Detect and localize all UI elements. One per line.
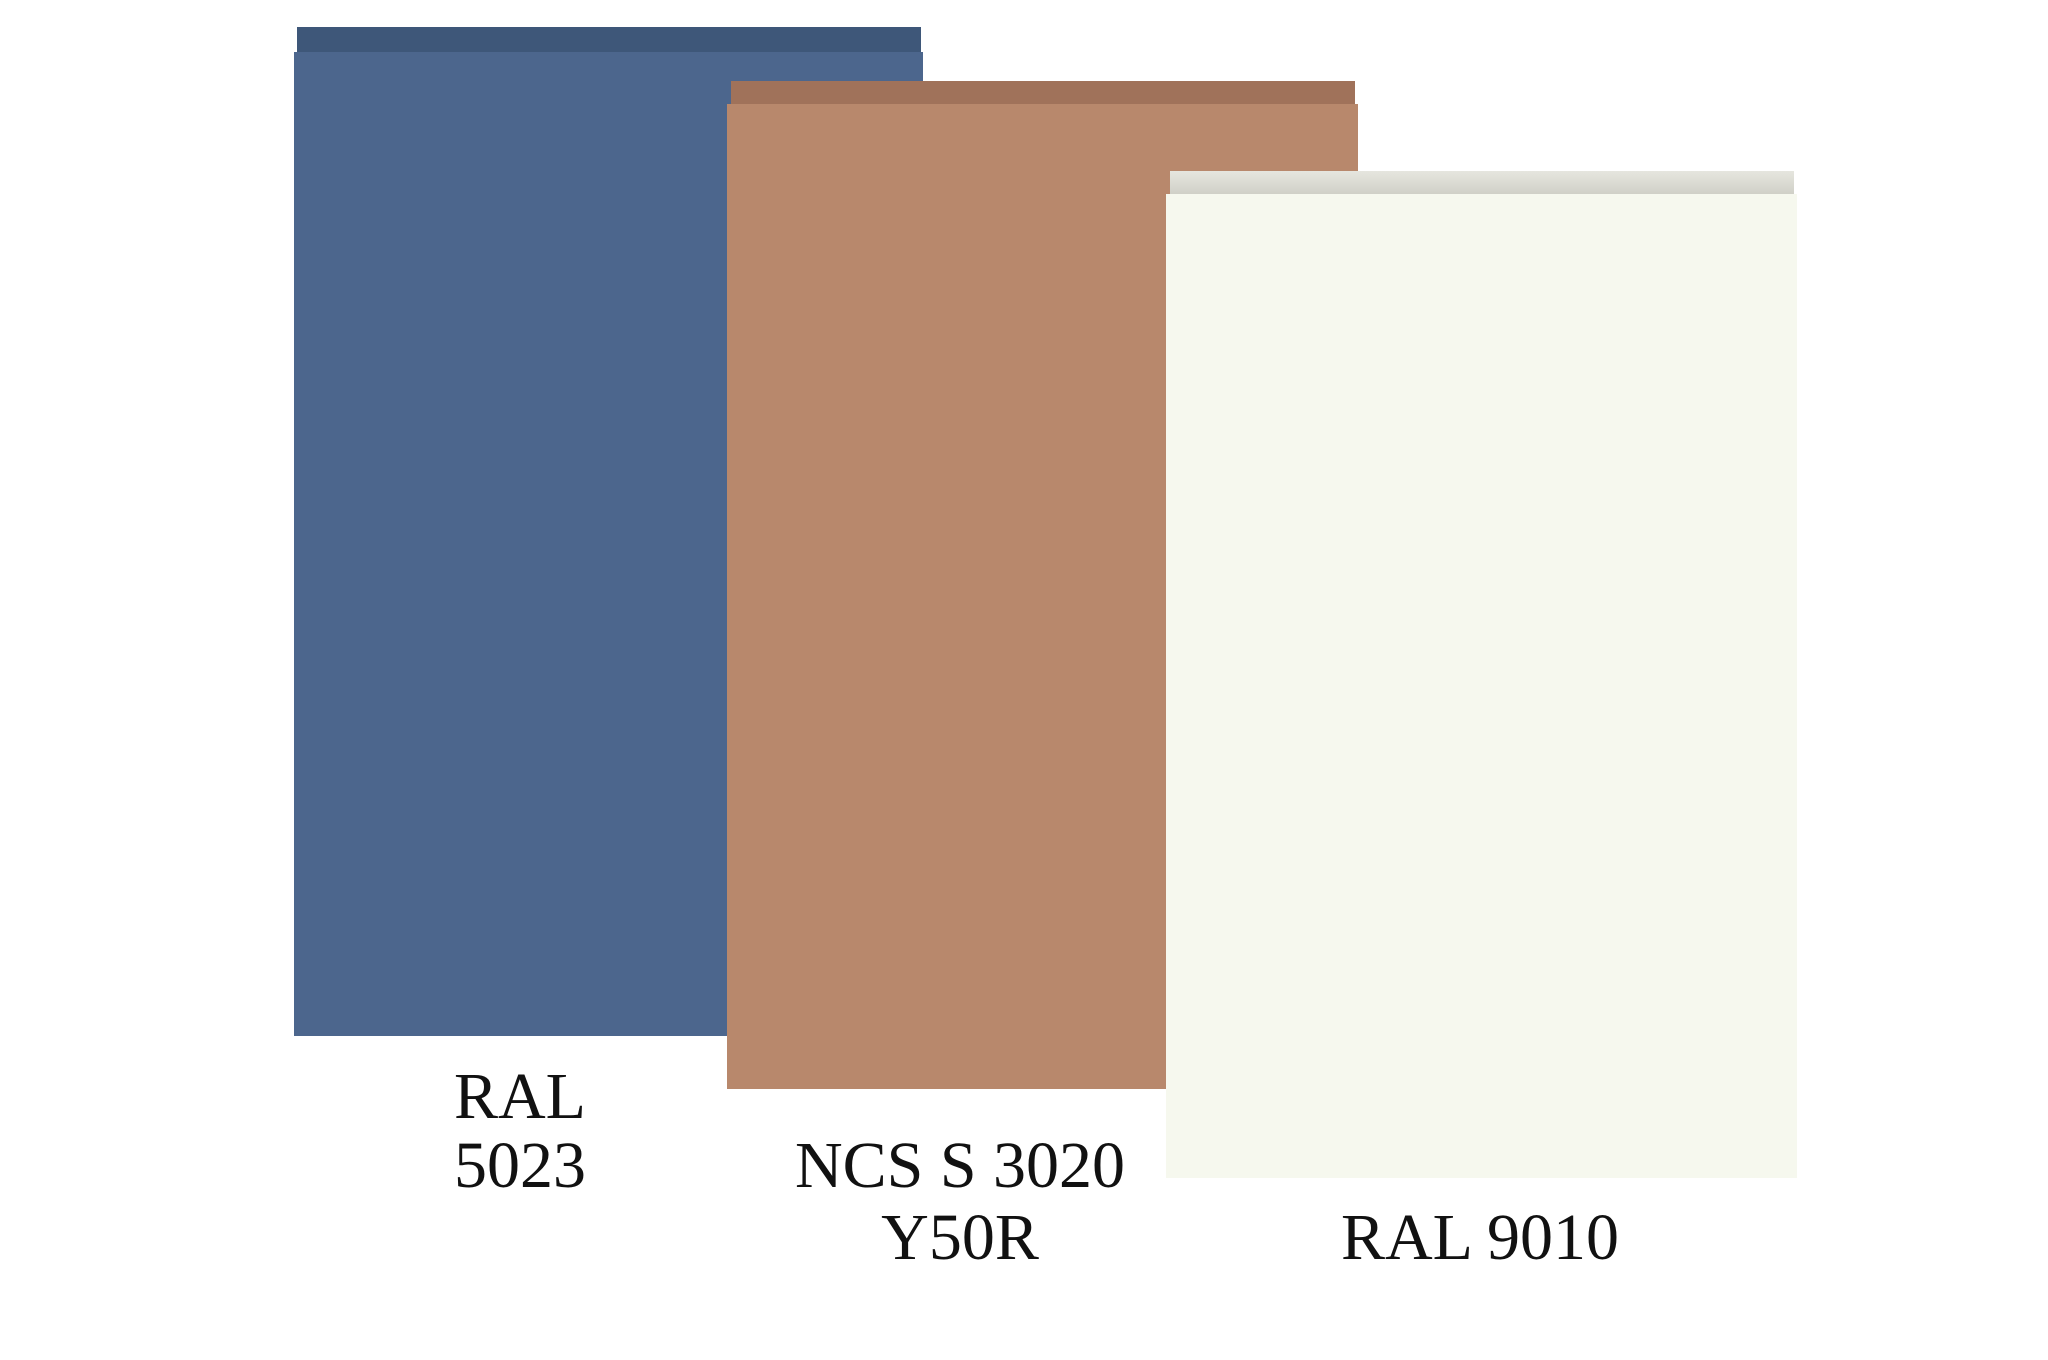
swatch-label: Y50R	[881, 1201, 1039, 1274]
swatch-label: RAL 9010	[1341, 1201, 1619, 1274]
swatch-label: 5023	[454, 1129, 586, 1202]
panel-face	[1166, 194, 1797, 1178]
swatch-label: NCS S 3020	[795, 1129, 1125, 1202]
panel-edge	[297, 27, 921, 53]
swatch-cream	[1166, 171, 1797, 1178]
panel-edge	[1170, 171, 1794, 195]
panel-edge	[731, 81, 1355, 105]
swatch-label: RAL	[454, 1060, 586, 1133]
